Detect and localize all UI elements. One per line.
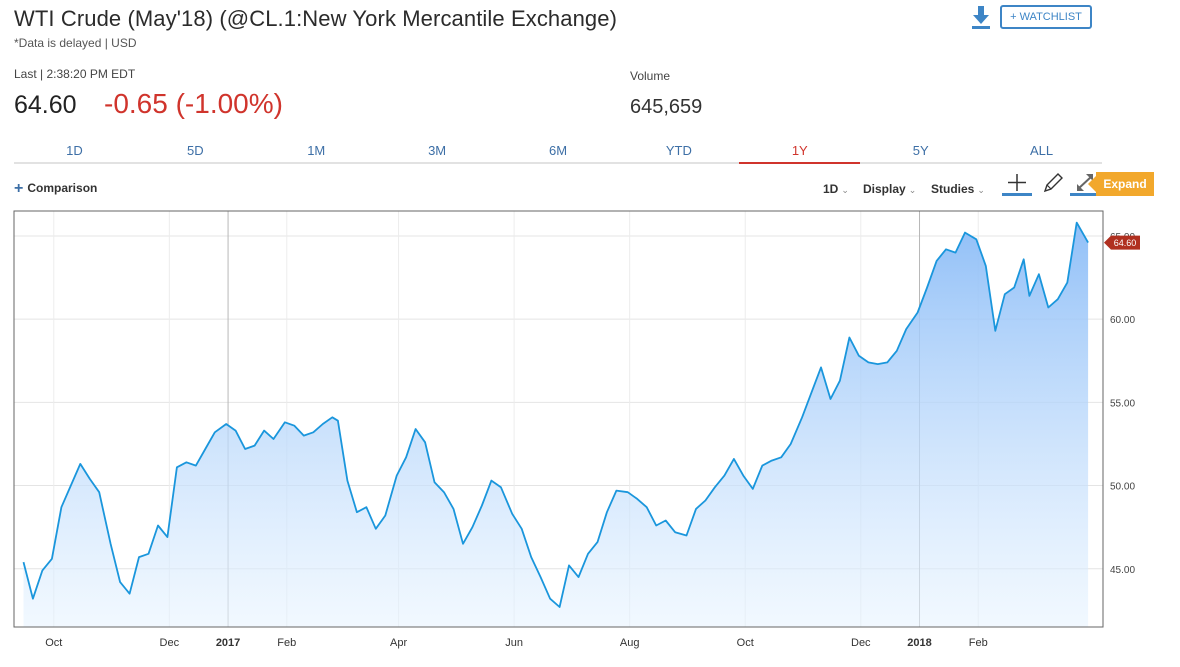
- x-tick-label: Oct: [737, 637, 754, 649]
- y-tick-label: 50.00: [1110, 482, 1135, 493]
- time-range-tabs: 1D 5D 1M 3M 6M YTD 1Y 5Y ALL: [14, 140, 1102, 164]
- y-tick-label: 45.00: [1110, 565, 1135, 576]
- last-price: 64.60: [14, 91, 77, 119]
- interval-label: 1D: [823, 182, 839, 196]
- x-tick-label: Dec: [851, 637, 871, 649]
- volume-value: 645,659: [630, 96, 703, 118]
- x-tick-label: 2017: [216, 637, 240, 649]
- price-change: -0.65 (-1.00%): [104, 88, 283, 119]
- download-icon[interactable]: [970, 4, 992, 30]
- price-line: [22, 221, 1089, 608]
- chevron-down-icon: ⌄: [977, 185, 985, 195]
- tab-6m[interactable]: 6M: [548, 143, 568, 158]
- tab-3m[interactable]: 3M: [428, 143, 447, 158]
- x-tick-label: Apr: [390, 637, 407, 649]
- last-trade-label: Last | 2:38:20 PM EDT: [14, 67, 136, 81]
- delayed-note: *Data is delayed | USD: [14, 36, 137, 50]
- x-tick-label: Dec: [160, 637, 180, 649]
- crosshair-icon[interactable]: [1002, 172, 1032, 196]
- x-tick-label: Feb: [969, 637, 988, 649]
- expand-tooltip: Expand: [1088, 172, 1154, 196]
- x-tick-label: Aug: [620, 637, 640, 649]
- page-title: WTI Crude (May'18) (@CL.1:New York Merca…: [14, 6, 618, 31]
- plus-icon: +: [14, 180, 24, 197]
- current-price-tag: [1104, 235, 1140, 250]
- x-tick-label: Feb: [277, 637, 296, 649]
- tab-all[interactable]: ALL: [1030, 143, 1054, 158]
- tab-1m[interactable]: 1M: [307, 143, 326, 158]
- x-tick-label: Jun: [505, 637, 523, 649]
- tab-1y[interactable]: 1Y: [739, 140, 861, 164]
- interval-dropdown[interactable]: 1D ⌄: [823, 182, 849, 196]
- price-area: [23, 222, 1089, 627]
- x-tick-label: Oct: [45, 637, 62, 649]
- watchlist-button[interactable]: + WATCHLIST: [1000, 5, 1092, 29]
- pencil-icon[interactable]: [1038, 172, 1068, 196]
- comparison-label: Comparison: [27, 181, 98, 195]
- studies-label: Studies: [931, 182, 975, 196]
- display-dropdown[interactable]: Display ⌄: [863, 182, 916, 196]
- volume-label: Volume: [630, 69, 671, 83]
- x-tick-label: 2018: [907, 637, 931, 649]
- studies-dropdown[interactable]: Studies ⌄: [931, 182, 985, 196]
- comparison-button[interactable]: + Comparison: [14, 180, 97, 198]
- y-tick-label: 55.00: [1110, 398, 1135, 409]
- plot-frame: [13, 210, 1104, 628]
- chevron-down-icon: ⌄: [908, 185, 917, 195]
- tab-ytd[interactable]: YTD: [665, 143, 692, 158]
- tab-5y[interactable]: 5Y: [912, 143, 929, 158]
- tab-1d[interactable]: 1D: [66, 143, 83, 158]
- chevron-down-icon: ⌄: [841, 185, 849, 195]
- current-price-label: 64.60: [1114, 238, 1137, 248]
- tab-5d[interactable]: 5D: [187, 143, 204, 158]
- display-label: Display: [863, 182, 906, 196]
- y-tick-label: 60.00: [1110, 315, 1135, 326]
